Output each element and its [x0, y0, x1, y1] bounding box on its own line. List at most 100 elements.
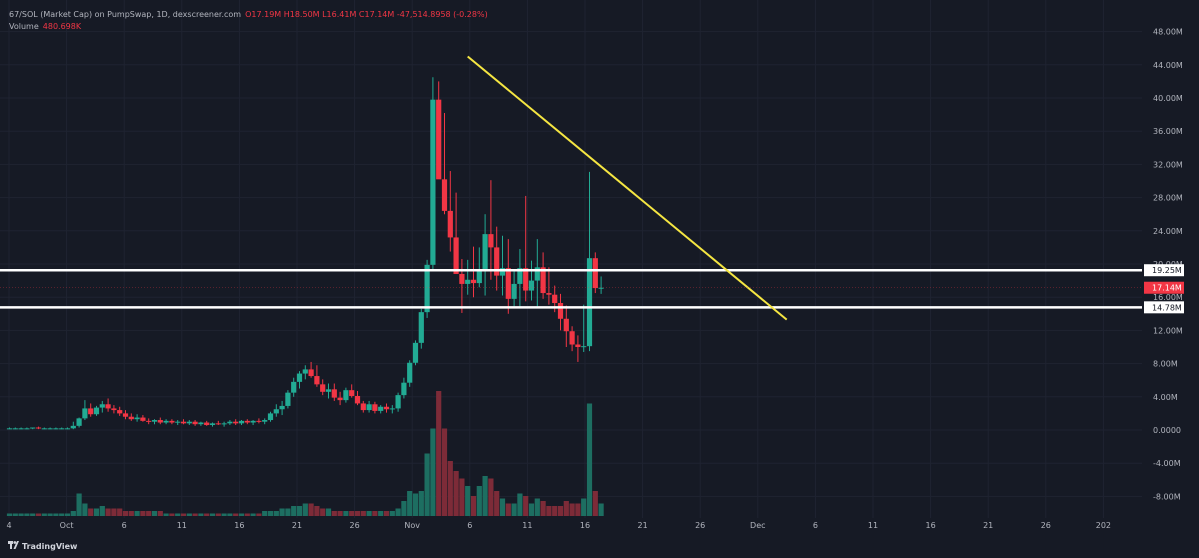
- candle-body: [331, 389, 337, 398]
- candle-body: [233, 421, 239, 424]
- x-tick-label: 202: [1096, 521, 1111, 530]
- volume-bar: [35, 513, 42, 516]
- volume-bar: [105, 508, 111, 516]
- volume-bar: [320, 508, 326, 516]
- volume-bar: [198, 513, 204, 516]
- volume-bar: [302, 503, 308, 516]
- candle-body: [215, 423, 221, 425]
- x-tick-label: 21: [638, 521, 648, 530]
- volume-bar: [378, 511, 384, 516]
- candle-body: [30, 427, 36, 429]
- volume-bar: [430, 428, 436, 516]
- volume-bar: [285, 508, 291, 516]
- candle-body: [401, 382, 407, 396]
- volume-bar: [331, 511, 337, 516]
- x-tick-label: 26: [350, 521, 360, 530]
- volume-bar: [349, 511, 355, 516]
- y-tick-label: 28.00M: [1153, 194, 1183, 203]
- x-tick-label: 16: [580, 521, 590, 530]
- volume-bar: [12, 513, 18, 516]
- volume-bar: [412, 493, 419, 516]
- volume-bar: [215, 513, 221, 516]
- candle-body: [250, 420, 256, 423]
- candle-body: [82, 408, 88, 419]
- candle-body: [325, 389, 332, 392]
- candle-body: [146, 420, 152, 422]
- volume-bar: [465, 486, 471, 516]
- x-tick-label: Oct: [60, 521, 74, 530]
- candle-body: [511, 283, 517, 299]
- candle-body: [180, 421, 187, 424]
- candle-body: [24, 428, 30, 430]
- candle-body: [41, 428, 47, 430]
- candle-body: [175, 421, 181, 423]
- candle-body: [302, 369, 308, 374]
- candle-body: [117, 410, 123, 414]
- y-tick-label: 8.00M: [1153, 360, 1178, 369]
- candle-body: [470, 279, 477, 284]
- candle-body: [35, 427, 42, 429]
- y-tick-label: 48.00M: [1153, 28, 1183, 37]
- x-tick-label: 6: [122, 521, 127, 530]
- candle-body: [349, 390, 355, 396]
- volume-bar: [296, 506, 303, 516]
- volume-bar: [180, 513, 187, 516]
- volume-bar: [88, 508, 94, 516]
- candle-body: [424, 264, 430, 313]
- volume-bar: [424, 453, 430, 516]
- x-tick-label: 26: [695, 521, 705, 530]
- volume-bar: [453, 471, 459, 516]
- candle-body: [314, 376, 320, 385]
- candle-body: [354, 395, 361, 404]
- volume-bar: [488, 478, 494, 516]
- candle-body: [128, 416, 134, 420]
- candle-body: [163, 420, 169, 423]
- candle-body: [378, 406, 384, 411]
- volume-bar: [511, 503, 517, 516]
- tradingview-brand[interactable]: TradingView: [8, 541, 77, 551]
- candle-body: [99, 404, 105, 408]
- candle-body: [256, 420, 262, 422]
- volume-bar: [186, 513, 192, 516]
- candle-body: [436, 99, 442, 180]
- volume-label[interactable]: Volume: [9, 22, 39, 31]
- candle-body: [389, 408, 395, 410]
- symbol-title[interactable]: 67/SOL (Market Cap) on PumpSwap, 1D, dex…: [9, 10, 242, 19]
- candle-body: [64, 428, 71, 430]
- volume-bar: [505, 503, 511, 516]
- volume-bar: [383, 511, 390, 516]
- volume-value: 480.698K: [42, 22, 82, 31]
- candle-body: [412, 342, 419, 363]
- candle-body: [6, 428, 13, 430]
- volume-bar: [354, 511, 361, 516]
- candle-body: [488, 234, 494, 248]
- level-label: 19.25M: [1152, 266, 1182, 275]
- candle-body: [151, 420, 158, 422]
- y-tick-label: 12.00M: [1153, 326, 1183, 335]
- x-tick-label: 16: [926, 521, 936, 530]
- volume-bar: [476, 486, 482, 516]
- volume-bar: [273, 511, 279, 516]
- volume-bar: [325, 508, 332, 516]
- volume-bar: [204, 513, 210, 516]
- volume-bar: [227, 513, 233, 516]
- volume-bar: [447, 461, 453, 516]
- y-tick-label: 24.00M: [1153, 227, 1183, 236]
- candle-body: [204, 422, 210, 426]
- candle-body: [528, 280, 535, 291]
- volume-bar: [372, 511, 378, 516]
- volume-bar: [563, 501, 569, 516]
- candle-body: [279, 405, 285, 410]
- candle-body: [523, 268, 529, 291]
- candle-body: [372, 404, 378, 411]
- y-tick-label: -8.00M: [1153, 492, 1181, 501]
- candle-body: [453, 237, 459, 274]
- volume-bar: [470, 496, 477, 516]
- candle-body: [111, 408, 117, 411]
- volume-bar: [6, 513, 13, 516]
- volume-bar: [482, 476, 488, 516]
- y-tick-label: 40.00M: [1153, 94, 1183, 103]
- volume-bar: [24, 513, 30, 516]
